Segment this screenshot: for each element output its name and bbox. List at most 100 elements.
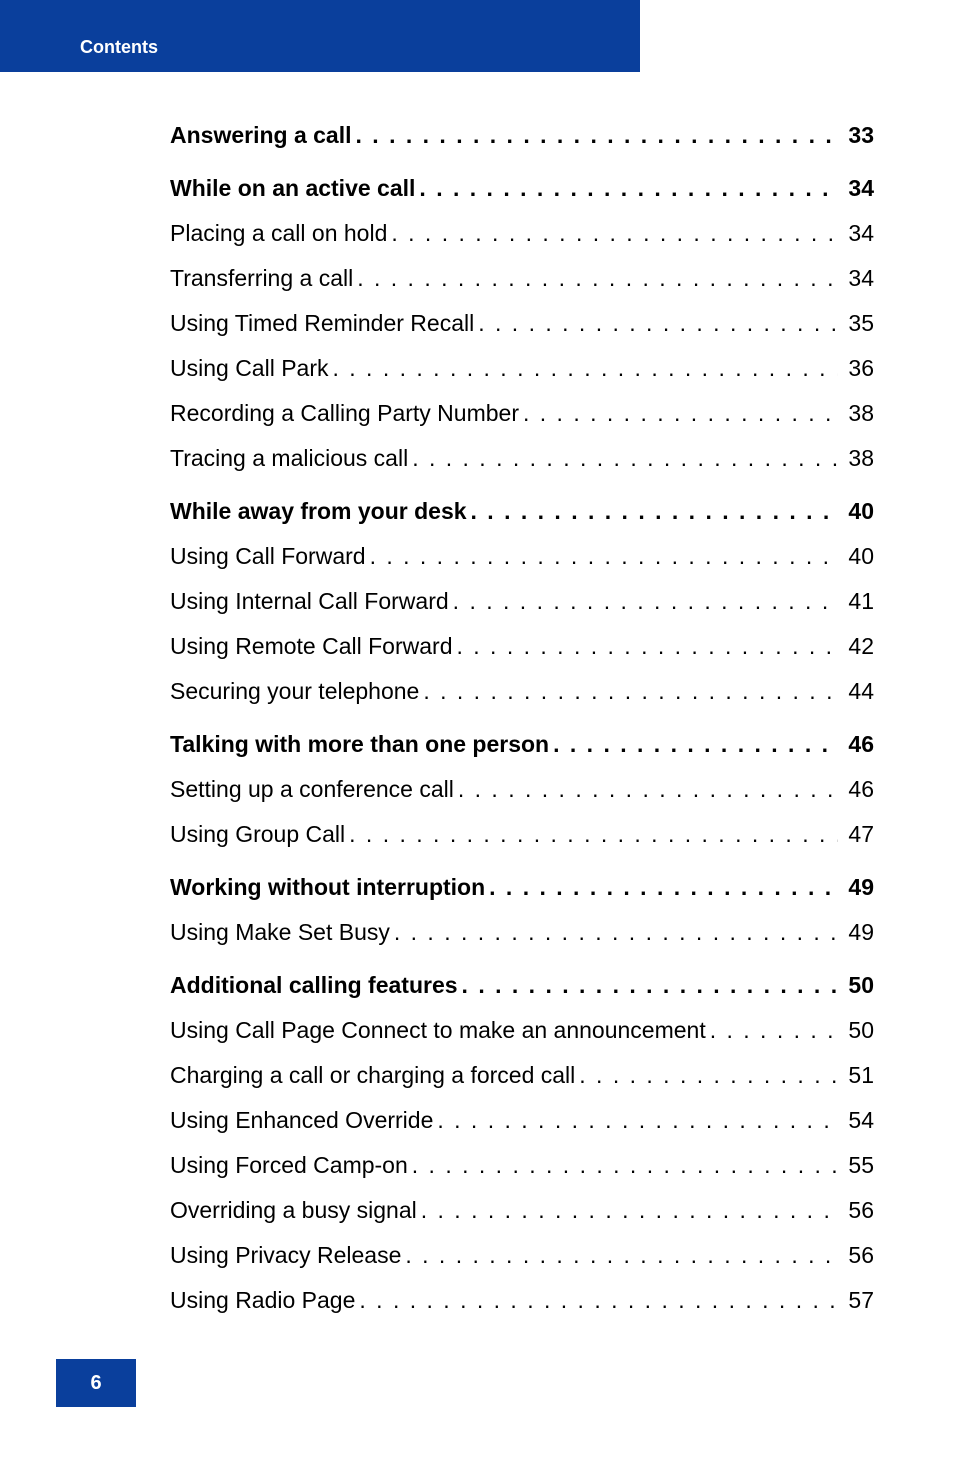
toc-leader-dots: . . . . . . . . . . . . . . . . . . . . … (485, 874, 838, 901)
toc-entry: Tracing a malicious call . . . . . . . .… (170, 445, 874, 472)
toc-entry-label: Recording a Calling Party Number (170, 400, 519, 427)
toc-entry-page: 49 (838, 874, 874, 901)
toc-entry-label: Tracing a malicious call (170, 445, 408, 472)
toc-entry: Placing a call on hold . . . . . . . . .… (170, 220, 874, 247)
toc-entry-label: Using Privacy Release (170, 1242, 401, 1269)
toc-leader-dots: . . . . . . . . . . . . . . . . . . . . … (401, 1242, 838, 1269)
toc-entry-label: Using Internal Call Forward (170, 588, 449, 615)
toc-entry-page: 38 (838, 400, 874, 427)
footer-page-number: 6 (90, 1372, 101, 1395)
toc-entry-label: Using Remote Call Forward (170, 633, 452, 660)
toc-entry: Using Group Call . . . . . . . . . . . .… (170, 821, 874, 848)
toc-entry-page: 50 (838, 1017, 874, 1044)
toc-entry-page: 33 (838, 122, 874, 149)
toc-entry-label: Using Group Call (170, 821, 345, 848)
toc-entry-label: Talking with more than one person (170, 731, 549, 758)
toc-entry-label: Answering a call (170, 122, 352, 149)
toc-entry-label: Securing your telephone (170, 678, 419, 705)
toc-entry-label: Setting up a conference call (170, 776, 454, 803)
toc-leader-dots: . . . . . . . . . . . . . . . . . . . . … (454, 776, 838, 803)
toc-entry: Transferring a call . . . . . . . . . . … (170, 265, 874, 292)
toc-entry: Using Enhanced Override . . . . . . . . … (170, 1107, 874, 1134)
toc-entry-page: 44 (838, 678, 874, 705)
toc-leader-dots: . . . . . . . . . . . . . . . . . . . . … (408, 1152, 838, 1179)
toc-entry-label: Placing a call on hold (170, 220, 387, 247)
toc-leader-dots: . . . . . . . . . . . . . . . . . . . . … (415, 175, 838, 202)
header-bar: Contents (0, 0, 640, 72)
toc-entry: Recording a Calling Party Number . . . .… (170, 400, 874, 427)
toc-leader-dots: . . . . . . . . . . . . . . . . . . . . … (345, 821, 838, 848)
toc-entry-page: 56 (838, 1197, 874, 1224)
toc-entry-label: Charging a call or charging a forced cal… (170, 1062, 575, 1089)
toc-entry-page: 50 (838, 972, 874, 999)
toc-entry-page: 54 (838, 1107, 874, 1134)
toc-leader-dots: . . . . . . . . . . . . . . . . . . . . … (353, 265, 838, 292)
toc-entry-label: Overriding a busy signal (170, 1197, 417, 1224)
toc-leader-dots: . . . . . . . . . . . . . . . . . . . . … (706, 1017, 838, 1044)
toc-entry-label: Using Make Set Busy (170, 919, 390, 946)
toc-entry: Charging a call or charging a forced cal… (170, 1062, 874, 1089)
toc-entry-label: While on an active call (170, 175, 415, 202)
toc-entry: Using Call Park . . . . . . . . . . . . … (170, 355, 874, 382)
toc-leader-dots: . . . . . . . . . . . . . . . . . . . . … (366, 543, 838, 570)
toc-leader-dots: . . . . . . . . . . . . . . . . . . . . … (387, 220, 838, 247)
toc-leader-dots: . . . . . . . . . . . . . . . . . . . . … (458, 972, 838, 999)
toc-leader-dots: . . . . . . . . . . . . . . . . . . . . … (355, 1287, 838, 1314)
toc-leader-dots: . . . . . . . . . . . . . . . . . . . . … (452, 633, 838, 660)
toc-entry-page: 34 (838, 220, 874, 247)
toc-entry-label: Using Call Park (170, 355, 329, 382)
footer-page-badge: 6 (56, 1359, 136, 1407)
toc-entry-page: 56 (838, 1242, 874, 1269)
toc-entry: Using Call Page Connect to make an annou… (170, 1017, 874, 1044)
toc-entry-page: 35 (838, 310, 874, 337)
toc-entry-label: Using Timed Reminder Recall (170, 310, 474, 337)
toc-entry: Setting up a conference call . . . . . .… (170, 776, 874, 803)
toc-list: Answering a call . . . . . . . . . . . .… (0, 72, 954, 1314)
toc-entry: Using Privacy Release . . . . . . . . . … (170, 1242, 874, 1269)
toc-leader-dots: . . . . . . . . . . . . . . . . . . . . … (419, 678, 838, 705)
toc-entry: Using Timed Reminder Recall . . . . . . … (170, 310, 874, 337)
toc-leader-dots: . . . . . . . . . . . . . . . . . . . . … (433, 1107, 838, 1134)
toc-entry: Using Remote Call Forward . . . . . . . … (170, 633, 874, 660)
toc-entry-label: Transferring a call (170, 265, 353, 292)
toc-entry: While away from your desk . . . . . . . … (170, 498, 874, 525)
toc-entry-label: Using Forced Camp-on (170, 1152, 408, 1179)
toc-entry-page: 34 (838, 175, 874, 202)
toc-leader-dots: . . . . . . . . . . . . . . . . . . . . … (575, 1062, 838, 1089)
toc-entry-label: Additional calling features (170, 972, 458, 999)
toc-entry: Answering a call . . . . . . . . . . . .… (170, 122, 874, 149)
toc-entry-page: 40 (838, 498, 874, 525)
toc-entry-label: While away from your desk (170, 498, 467, 525)
toc-entry-page: 46 (838, 776, 874, 803)
toc-entry: Securing your telephone . . . . . . . . … (170, 678, 874, 705)
toc-entry-label: Using Enhanced Override (170, 1107, 433, 1134)
toc-leader-dots: . . . . . . . . . . . . . . . . . . . . … (519, 400, 838, 427)
header-label: Contents (80, 37, 158, 58)
toc-entry-page: 49 (838, 919, 874, 946)
toc-leader-dots: . . . . . . . . . . . . . . . . . . . . … (417, 1197, 838, 1224)
toc-entry-page: 57 (838, 1287, 874, 1314)
toc-leader-dots: . . . . . . . . . . . . . . . . . . . . … (449, 588, 838, 615)
toc-entry: Using Radio Page . . . . . . . . . . . .… (170, 1287, 874, 1314)
toc-entry: Using Internal Call Forward . . . . . . … (170, 588, 874, 615)
page-container: Contents Answering a call . . . . . . . … (0, 0, 954, 1475)
toc-entry: Using Make Set Busy . . . . . . . . . . … (170, 919, 874, 946)
toc-entry: Additional calling features . . . . . . … (170, 972, 874, 999)
toc-entry-page: 40 (838, 543, 874, 570)
toc-entry-page: 51 (838, 1062, 874, 1089)
toc-leader-dots: . . . . . . . . . . . . . . . . . . . . … (408, 445, 838, 472)
toc-leader-dots: . . . . . . . . . . . . . . . . . . . . … (549, 731, 838, 758)
toc-entry: Using Forced Camp-on . . . . . . . . . .… (170, 1152, 874, 1179)
toc-entry-page: 46 (838, 731, 874, 758)
toc-entry: Using Call Forward . . . . . . . . . . .… (170, 543, 874, 570)
toc-entry: Talking with more than one person . . . … (170, 731, 874, 758)
toc-entry-page: 34 (838, 265, 874, 292)
toc-entry-page: 41 (838, 588, 874, 615)
toc-entry-page: 47 (838, 821, 874, 848)
toc-entry: While on an active call . . . . . . . . … (170, 175, 874, 202)
toc-entry-page: 42 (838, 633, 874, 660)
toc-entry-label: Using Radio Page (170, 1287, 355, 1314)
toc-entry: Overriding a busy signal . . . . . . . .… (170, 1197, 874, 1224)
toc-entry: Working without interruption . . . . . .… (170, 874, 874, 901)
toc-leader-dots: . . . . . . . . . . . . . . . . . . . . … (352, 122, 838, 149)
